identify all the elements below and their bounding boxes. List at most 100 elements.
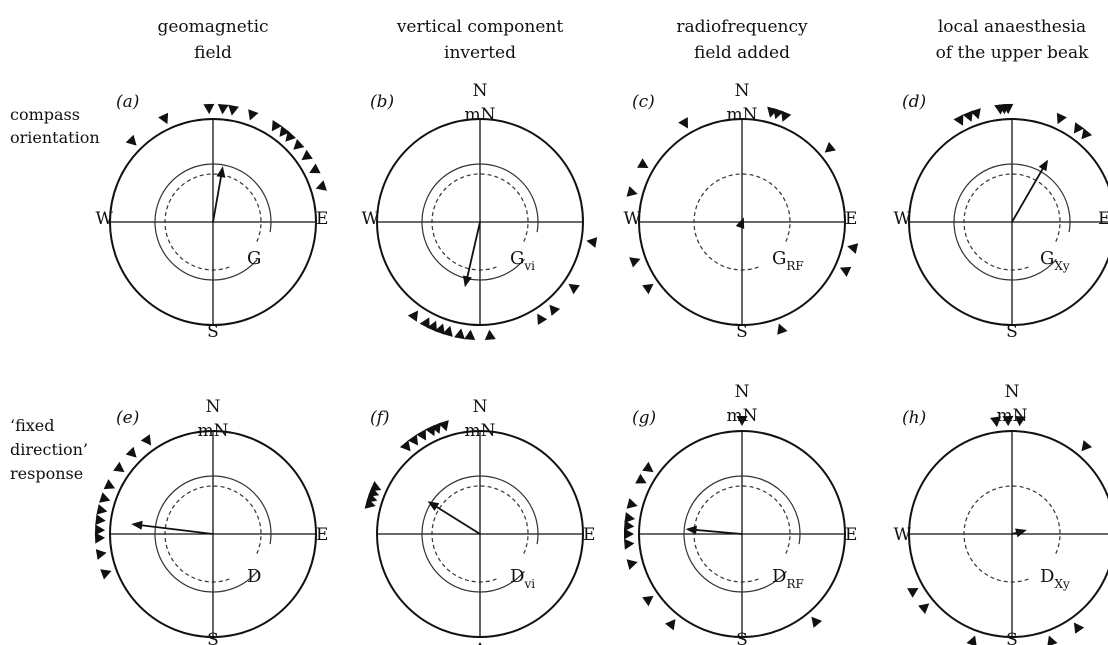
panel-h-bird-10 — [918, 603, 930, 615]
panel-c-bird-4 — [824, 141, 836, 153]
panel-b-bird-12 — [568, 283, 580, 295]
panel-d-mean-label-sub: Xy — [1054, 259, 1070, 273]
row-labels: compass orientation ‘fixed direction’ re… — [10, 105, 100, 483]
panel-c: (c) N mN W E S GRF — [624, 81, 859, 342]
panel-a-bird-7 — [301, 149, 313, 161]
panel-h-letter: (h) — [902, 408, 926, 428]
panel-g-significance-arc-001 — [683, 475, 801, 593]
panel-d-bird-3 — [970, 108, 981, 120]
panel-f-letter: (f) — [370, 408, 390, 428]
panel-d-south-label: S — [1006, 322, 1018, 342]
panel-d-bird-7 — [1056, 112, 1067, 125]
header-a-line1: geomagnetic — [157, 17, 268, 37]
panel-d-bird-2 — [962, 110, 973, 122]
panel-b-mean-label: Gvi — [510, 248, 535, 273]
panel-d-bird-6 — [1002, 103, 1014, 115]
panel-a-significance-arc-001 — [154, 163, 272, 281]
panel-b-mn-label: mN — [465, 105, 496, 125]
panel-e-bird-8 — [113, 461, 125, 473]
panel-a-plot — [109, 103, 327, 326]
panel-a-south-label: S — [207, 322, 219, 342]
panel-c-mean-label-main: G — [772, 248, 786, 269]
panel-g-bird-5 — [624, 538, 635, 550]
panel-f-mean-vector — [434, 505, 481, 535]
panel-f-mean-vector-head — [427, 501, 440, 511]
panel-b-bird-2 — [549, 304, 561, 316]
panel-a-mean-vector — [212, 174, 223, 223]
panel-d-letter: (d) — [902, 92, 926, 112]
panel-e-bird-1 — [95, 549, 107, 560]
panel-h-bird-1 — [990, 416, 1001, 428]
column-headers: geomagnetic field vertical component inv… — [157, 17, 1089, 63]
panel-c-bird-8 — [642, 283, 654, 295]
panel-a-bird-12 — [203, 103, 215, 115]
panel-e-mean-label: D — [247, 566, 261, 587]
panel-f-bird-6 — [407, 434, 419, 446]
panel-g-mean-label: DRF — [772, 566, 804, 591]
panel-b-significance-arc-001 — [421, 163, 539, 281]
panel-g-north-label: N — [735, 382, 750, 402]
panel-d-mean-vector — [1011, 166, 1045, 223]
panel-h-bird-11 — [907, 588, 919, 598]
panel-g-bird-11 — [642, 461, 654, 473]
panel-c-mean-vector-head — [735, 217, 745, 229]
panel-b-letter: (b) — [370, 92, 394, 112]
panel-b-bird-11 — [537, 313, 548, 325]
panel-b-mean-vector — [466, 221, 481, 279]
panel-a-bird-10 — [125, 134, 137, 146]
panel-g-bird-3 — [642, 595, 654, 607]
header-c-line2: field added — [694, 43, 790, 63]
header-d-line2: of the upper beak — [936, 43, 1090, 63]
panel-f-bird-5 — [399, 440, 411, 452]
panel-a-bird-11 — [158, 112, 169, 125]
panel-d-mean-label-main: G — [1040, 248, 1054, 269]
panel-a-bird-2 — [248, 109, 259, 121]
panel-g-bird-6 — [624, 528, 634, 540]
panel-d-bird-1 — [953, 114, 964, 126]
panel-a-bird-3 — [271, 120, 282, 132]
panel-f-bird-10 — [438, 420, 449, 432]
panel-b-bird-4 — [464, 329, 476, 340]
panel-b-mean-vector-head — [463, 275, 472, 288]
panel-f-east-label: E — [583, 525, 595, 545]
panel-f-bird-11 — [478, 642, 482, 645]
panel-d-west-label: W — [894, 209, 912, 229]
panel-h-bird-4 — [1081, 440, 1093, 452]
panel-e-east-label: E — [316, 525, 328, 545]
panel-g-bird-4 — [626, 559, 638, 570]
panel-e-north-label: N — [206, 397, 221, 417]
panel-g-bird-9 — [626, 498, 638, 509]
panel-e-bird-10 — [140, 434, 152, 446]
panel-a-bird-1 — [228, 104, 239, 116]
panel-g-mean-label-sub: RF — [786, 577, 803, 591]
panel-c-bird-7 — [777, 323, 788, 335]
panel-a: (a) W E S G — [96, 92, 329, 342]
panel-e-letter: (e) — [116, 408, 139, 428]
panel-g-bird-7 — [623, 520, 635, 532]
header-b-line2: inverted — [444, 43, 516, 63]
panel-a-bird-13 — [217, 104, 229, 115]
panel-g-bird-10 — [635, 473, 647, 484]
panel-f-mean-label-main: D — [510, 566, 524, 587]
row-label-fixed-line3: response — [10, 464, 83, 483]
panel-e-bird-9 — [125, 446, 137, 458]
panel-c-west-label: W — [624, 209, 642, 229]
panel-c-bird-2 — [773, 108, 784, 120]
panel-c-bird-10 — [626, 186, 638, 197]
panel-b-mean-label-main: G — [510, 248, 524, 269]
panel-a-mean-label-main: G — [247, 248, 261, 269]
panel-b-bird-9 — [419, 317, 430, 329]
panel-h-mean-label-sub: Xy — [1054, 577, 1070, 591]
panel-e-plot — [94, 430, 317, 638]
row-label-compass-line2: orientation — [10, 128, 100, 147]
panel-h-plot — [907, 415, 1108, 645]
panel-e-bird-4 — [95, 514, 106, 526]
panel-h-mean-vector-head — [1015, 528, 1027, 538]
panel-f-mn-label: mN — [465, 421, 496, 441]
panel-h-bird-8 — [1047, 635, 1058, 645]
panel-e-south-label: S — [207, 630, 219, 645]
row-label-fixed-line1: ‘fixed — [10, 416, 55, 435]
panel-g-bird-8 — [624, 512, 636, 523]
panel-h: (h) N mN W S DXy — [894, 382, 1108, 645]
panel-h-mean-label: DXy — [1040, 566, 1070, 591]
